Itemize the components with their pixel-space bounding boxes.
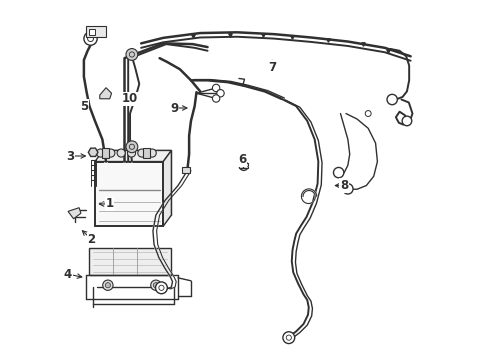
Circle shape <box>96 149 104 157</box>
Polygon shape <box>163 150 171 226</box>
Text: 6: 6 <box>238 153 246 166</box>
Circle shape <box>126 49 138 60</box>
Circle shape <box>333 167 343 178</box>
Text: 9: 9 <box>170 102 178 114</box>
Circle shape <box>212 95 220 102</box>
Bar <box>95 162 163 226</box>
Text: 1: 1 <box>105 198 114 211</box>
Circle shape <box>127 149 135 157</box>
Text: 3: 3 <box>66 149 74 162</box>
Circle shape <box>212 84 220 92</box>
Bar <box>102 148 109 158</box>
Circle shape <box>153 283 158 288</box>
Polygon shape <box>100 88 111 99</box>
Text: 4: 4 <box>64 267 72 281</box>
Circle shape <box>117 149 125 157</box>
Circle shape <box>150 280 161 291</box>
Bar <box>182 167 189 172</box>
Bar <box>88 29 95 35</box>
Circle shape <box>239 162 248 170</box>
Circle shape <box>148 149 156 157</box>
Bar <box>142 148 150 158</box>
Circle shape <box>106 149 115 157</box>
Circle shape <box>401 116 411 126</box>
Circle shape <box>386 94 397 105</box>
Polygon shape <box>95 150 171 162</box>
Circle shape <box>105 283 110 288</box>
Circle shape <box>283 332 294 343</box>
Text: 8: 8 <box>339 179 347 192</box>
Circle shape <box>138 149 145 157</box>
Polygon shape <box>68 208 81 219</box>
Text: 2: 2 <box>87 233 95 246</box>
Circle shape <box>342 184 352 194</box>
Text: 7: 7 <box>267 61 276 74</box>
Bar <box>239 163 248 168</box>
Text: 5: 5 <box>80 100 88 113</box>
Text: 10: 10 <box>122 92 138 105</box>
Polygon shape <box>88 148 98 157</box>
Circle shape <box>155 282 167 294</box>
Circle shape <box>84 32 97 45</box>
Bar <box>85 26 106 37</box>
Circle shape <box>126 141 138 153</box>
Circle shape <box>216 90 224 97</box>
Bar <box>89 248 170 275</box>
Circle shape <box>102 280 113 291</box>
